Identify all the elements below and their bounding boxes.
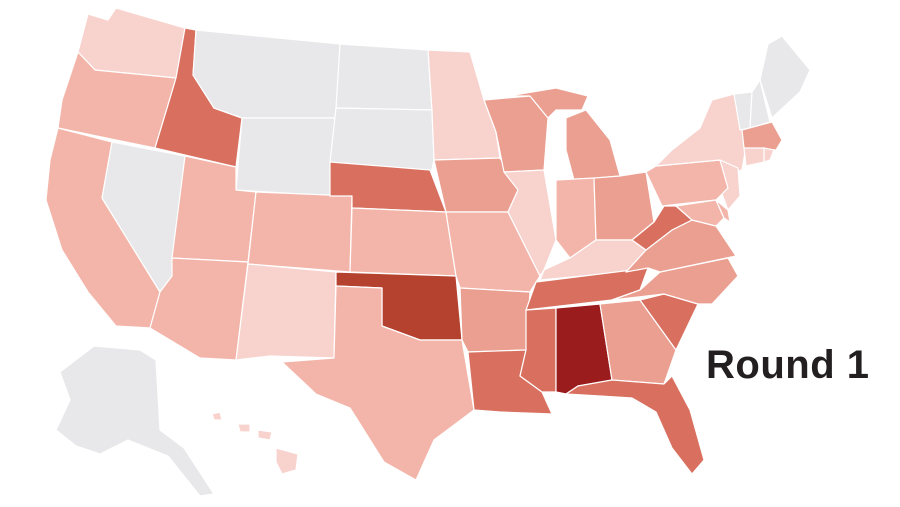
state-maine xyxy=(759,35,811,119)
state-illinois xyxy=(503,169,557,277)
state-massachusetts xyxy=(741,121,783,151)
state-kansas xyxy=(349,207,457,277)
state-alaska xyxy=(55,345,215,497)
round-label: Round 1 xyxy=(706,343,870,387)
state-florida xyxy=(565,375,705,475)
state-connecticut xyxy=(743,147,765,167)
state-wyoming xyxy=(235,117,337,197)
state-georgia xyxy=(599,299,677,385)
state-montana xyxy=(192,29,341,119)
state-delaware xyxy=(715,199,731,223)
state-mississippi xyxy=(519,307,557,393)
state-arkansas xyxy=(459,287,531,353)
state-new-mexico xyxy=(235,263,337,361)
state-south-dakota xyxy=(329,107,435,179)
state-rhode-island xyxy=(763,147,775,163)
state-north-dakota xyxy=(335,43,433,111)
state-new-york xyxy=(655,93,747,175)
state-washington xyxy=(77,7,186,79)
state-hawaii xyxy=(211,411,299,475)
state-colorado xyxy=(247,191,353,273)
state-pennsylvania xyxy=(645,159,729,207)
state-texas xyxy=(281,285,475,481)
state-maryland xyxy=(675,199,725,227)
